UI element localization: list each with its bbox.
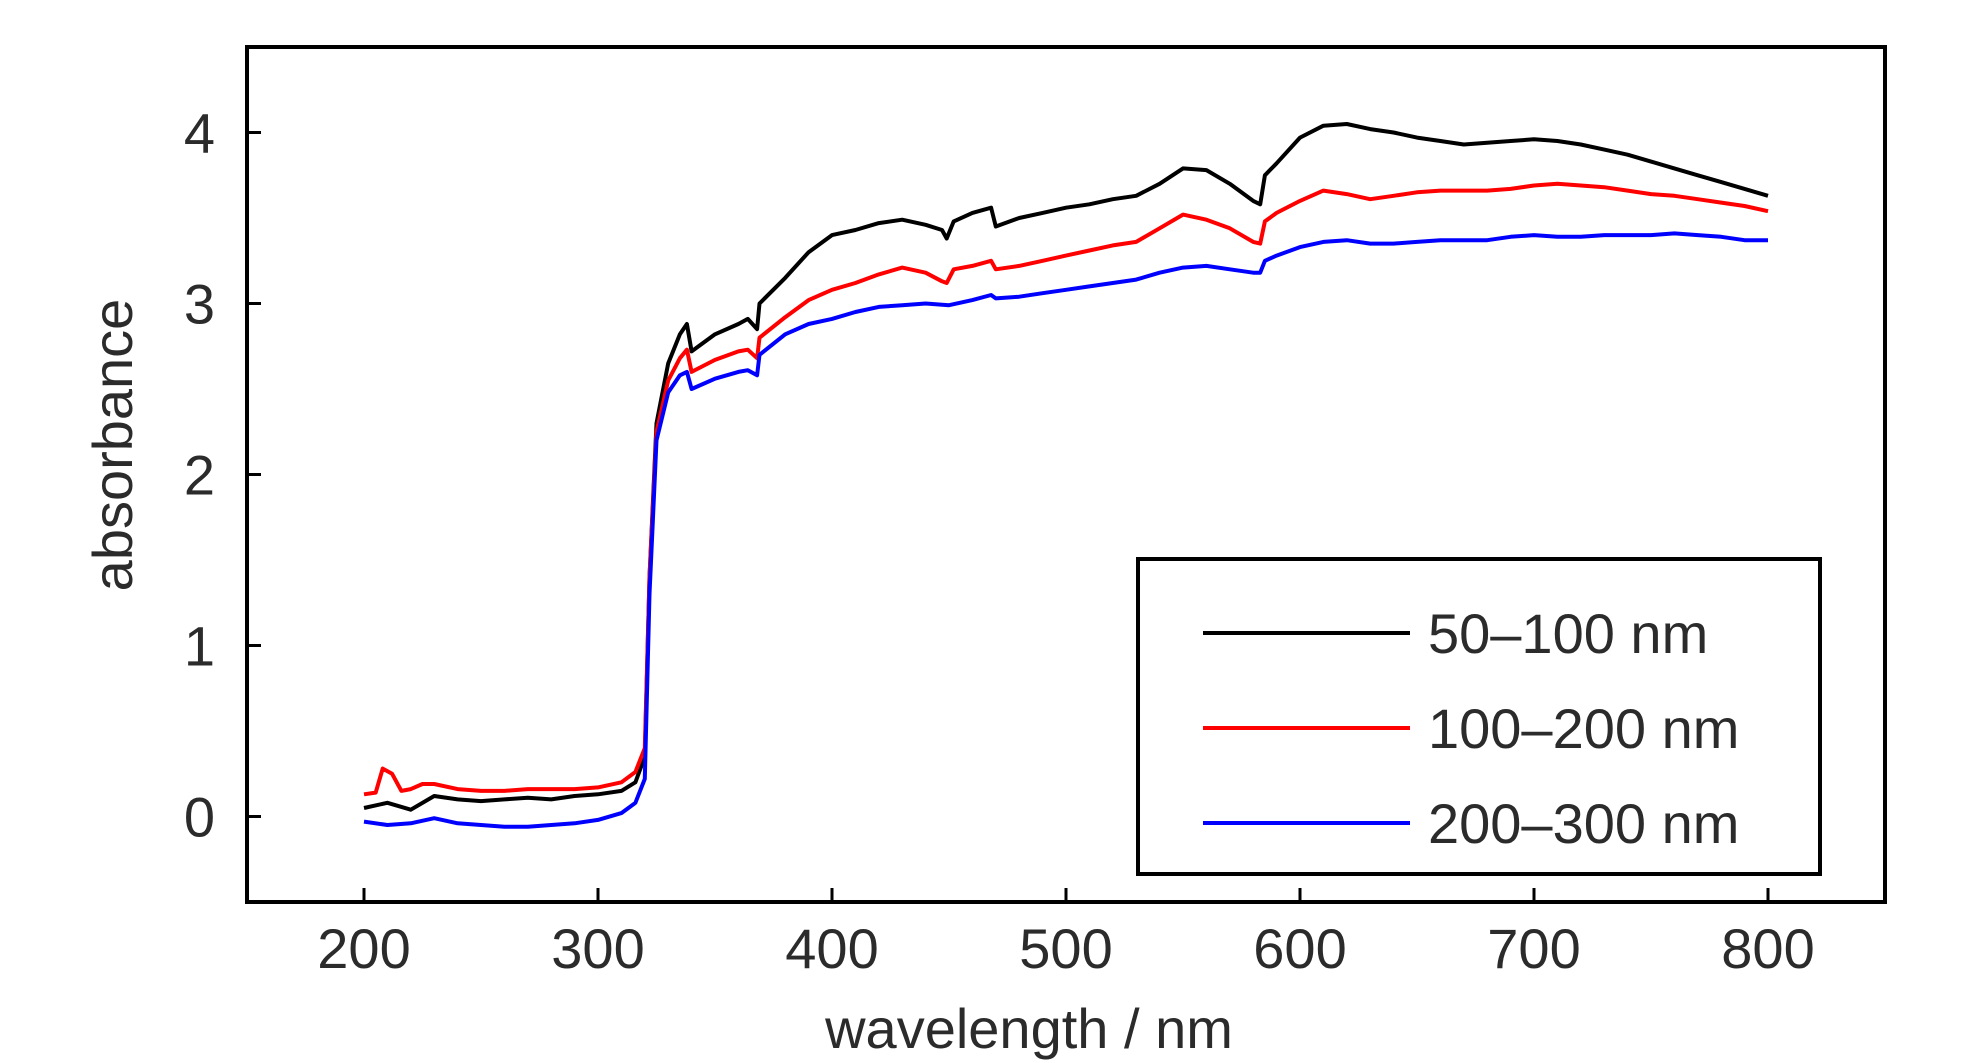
series-line-3 [363, 231, 1768, 829]
x-tick-label: 800 [1721, 917, 1814, 980]
y-tick-label: 4 [184, 102, 215, 165]
y-tick-label: 2 [184, 444, 215, 507]
x-tick-label: 400 [785, 917, 878, 980]
x-tick-label: 600 [1253, 917, 1346, 980]
legend-items: 50–100 nm 100–200 nm 200–300 nm [1203, 602, 1739, 855]
legend-label-1: 50–100 nm [1428, 602, 1708, 665]
y-tick-label: 0 [184, 786, 215, 849]
legend-label-2: 100–200 nm [1428, 697, 1739, 760]
legend: 50–100 nm 100–200 nm 200–300 nm [1136, 557, 1822, 876]
x-axis-ticks: 200 300 400 500 600 700 800 [317, 888, 1815, 980]
x-tick-label: 300 [551, 917, 644, 980]
x-tick-label: 200 [317, 917, 410, 980]
y-tick-label: 1 [184, 615, 215, 678]
x-axis-label: wavelength / nm [824, 997, 1233, 1060]
series-layer [363, 122, 1769, 829]
x-tick-label: 700 [1487, 917, 1580, 980]
y-tick-label: 3 [184, 273, 215, 336]
x-tick-label: 500 [1019, 917, 1112, 980]
y-axis-label: absorbance [81, 299, 144, 592]
legend-label-3: 200–300 nm [1428, 792, 1739, 855]
series-line-2 [363, 181, 1769, 797]
y-axis-ticks: 0 1 2 3 4 [184, 102, 261, 849]
series-line-1 [363, 122, 1769, 812]
